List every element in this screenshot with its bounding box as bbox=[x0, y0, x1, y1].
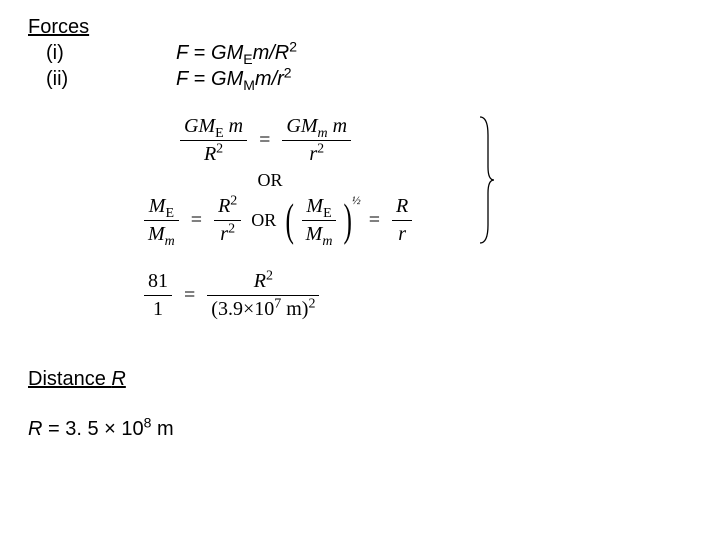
eq-line-1: GME m R2 = GMm m r2 bbox=[176, 115, 470, 166]
forces-row-ii-eq: F = GMMm/r2 bbox=[176, 66, 292, 92]
or-label-1: OR bbox=[250, 170, 290, 191]
eq3-left-frac: 81 1 bbox=[144, 270, 172, 321]
eq-line-3: 81 1 = R2 (3.9×107 m)2 bbox=[140, 270, 470, 321]
eq-line-2: ME Mm = R2 r2 OR ( ME Mm ) ½ = bbox=[140, 195, 470, 246]
forces-header: Forces (i) F = GMEm/R2 (ii) F = GMMm/r2 bbox=[28, 14, 297, 92]
forces-row-i-eq: F = GMEm/R2 bbox=[176, 40, 297, 66]
eq2-ratio3: R r bbox=[392, 195, 412, 246]
page-root: Forces (i) F = GMEm/R2 (ii) F = GMMm/r2 … bbox=[0, 0, 720, 540]
eq2-ratio1: ME Mm bbox=[144, 195, 179, 246]
forces-row-ii-label: (ii) bbox=[28, 66, 176, 92]
derivation-area: GME m R2 = GMm m r2 OR ME Mm = R2 bbox=[140, 115, 470, 327]
exponent-half: ½ bbox=[352, 193, 361, 208]
forces-title: Forces bbox=[28, 14, 158, 40]
or-label-2: OR bbox=[251, 210, 276, 231]
eq2-paren-group: ( ME Mm ) ½ bbox=[282, 195, 360, 246]
eq2-ratio2: R2 r2 bbox=[214, 195, 241, 246]
distance-heading: Distance R bbox=[28, 368, 126, 391]
distance-result: R = 3. 5 × 108 m bbox=[28, 418, 174, 441]
curly-brace-icon bbox=[476, 115, 496, 245]
eq1-right-frac: GMm m r2 bbox=[282, 115, 351, 166]
eq1-left-frac: GME m R2 bbox=[180, 115, 247, 166]
eq3-right-frac: R2 (3.9×107 m)2 bbox=[207, 270, 319, 321]
forces-row-ii: (ii) F = GMMm/r2 bbox=[28, 66, 297, 92]
forces-row-i-label: (i) bbox=[28, 40, 176, 66]
forces-row-i: (i) F = GMEm/R2 bbox=[28, 40, 297, 66]
